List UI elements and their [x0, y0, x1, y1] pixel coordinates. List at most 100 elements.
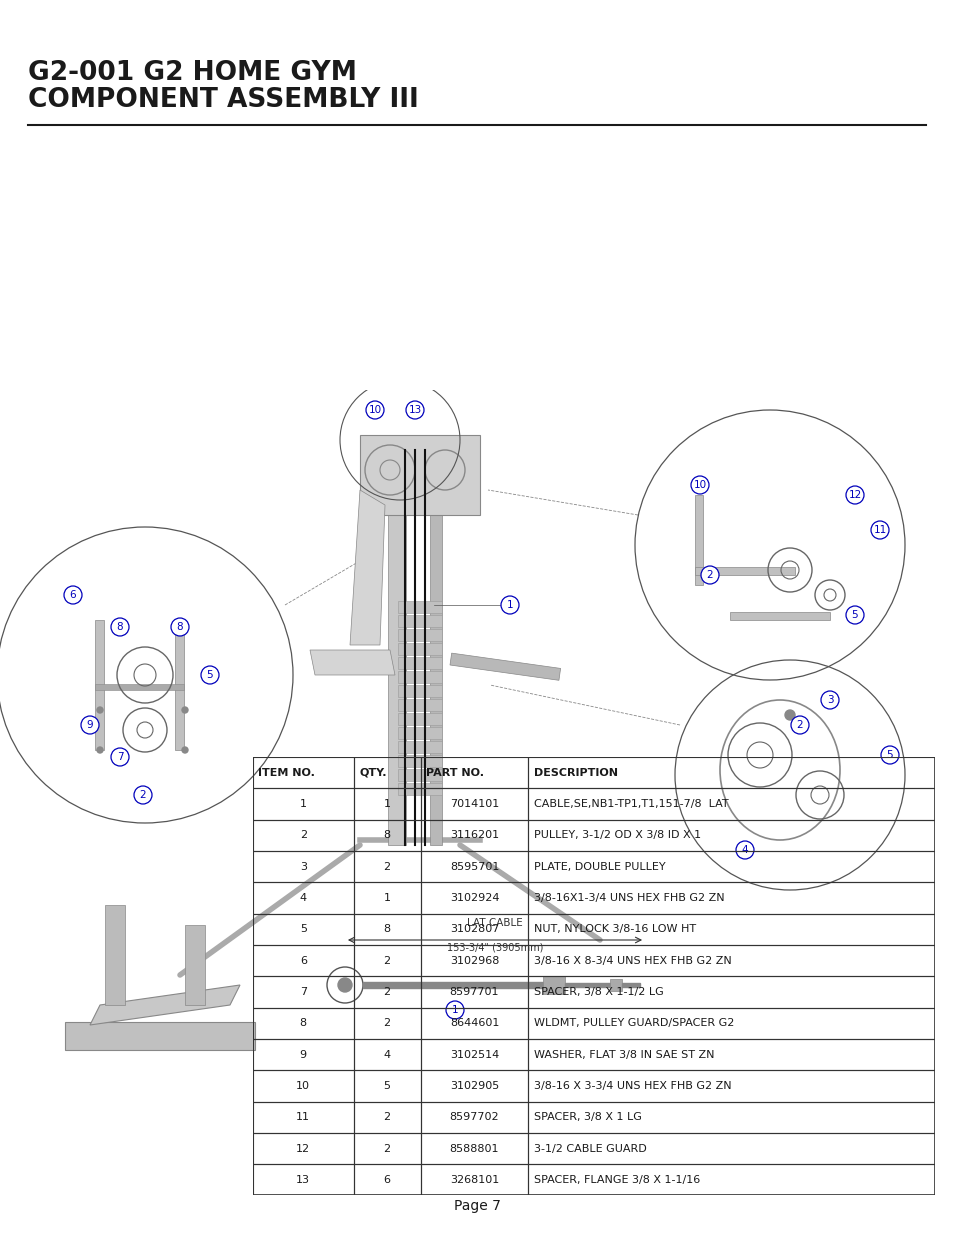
Text: 3: 3	[826, 695, 832, 705]
Text: 6: 6	[299, 956, 307, 966]
Text: 8: 8	[299, 1018, 307, 1029]
Bar	[354, 820, 420, 851]
Text: SPACER, 3/8 X 1 LG: SPACER, 3/8 X 1 LG	[534, 1113, 641, 1123]
Text: 2: 2	[706, 571, 713, 580]
Text: PULLEY, 3-1/2 OD X 3/8 ID X 1: PULLEY, 3-1/2 OD X 3/8 ID X 1	[534, 830, 700, 840]
Bar	[528, 851, 934, 882]
Text: NUT, NYLOCK 3/8-16 LOW HT: NUT, NYLOCK 3/8-16 LOW HT	[534, 924, 696, 935]
Text: 8: 8	[176, 622, 183, 632]
Bar	[450, 653, 560, 680]
Text: 5: 5	[383, 1081, 391, 1091]
Bar	[420, 1008, 528, 1039]
Bar	[430, 454, 441, 845]
Bar	[397, 657, 441, 669]
Text: 1: 1	[383, 799, 391, 809]
Bar	[253, 820, 354, 851]
Text: 5: 5	[851, 610, 858, 620]
Text: 3/8-16 X 3-3/4 UNS HEX FHB G2 ZN: 3/8-16 X 3-3/4 UNS HEX FHB G2 ZN	[534, 1081, 731, 1091]
Bar	[354, 914, 420, 945]
Bar	[397, 629, 441, 641]
Circle shape	[133, 785, 152, 804]
Text: 13: 13	[408, 405, 421, 415]
Bar	[253, 1008, 354, 1039]
Bar	[253, 882, 354, 914]
Circle shape	[735, 841, 753, 860]
Bar	[528, 788, 934, 820]
Bar	[528, 1039, 934, 1071]
Text: 3102807: 3102807	[449, 924, 498, 935]
Text: G2-001 G2 HOME GYM: G2-001 G2 HOME GYM	[28, 61, 356, 86]
Bar	[354, 882, 420, 914]
Bar	[397, 741, 441, 753]
Bar	[528, 914, 934, 945]
Bar	[528, 882, 934, 914]
Text: ITEM NO.: ITEM NO.	[258, 768, 314, 778]
Bar	[420, 1132, 528, 1165]
Text: 10: 10	[296, 1081, 310, 1091]
Bar	[354, 1039, 420, 1071]
Text: 4: 4	[383, 1050, 391, 1060]
Circle shape	[784, 710, 794, 720]
Bar	[253, 757, 354, 788]
Bar	[528, 820, 934, 851]
Text: 8597701: 8597701	[449, 987, 498, 997]
Bar	[354, 757, 420, 788]
Bar	[729, 613, 829, 620]
Bar	[253, 1165, 354, 1195]
Bar	[528, 1071, 934, 1102]
Bar	[65, 1023, 254, 1050]
Circle shape	[201, 666, 219, 684]
Text: 1: 1	[299, 799, 307, 809]
Text: 2: 2	[299, 830, 307, 840]
Text: 3-1/2 CABLE GUARD: 3-1/2 CABLE GUARD	[534, 1144, 646, 1153]
Bar	[420, 1039, 528, 1071]
Bar	[528, 976, 934, 1008]
Bar	[185, 925, 205, 1005]
Text: 5: 5	[207, 671, 213, 680]
Bar	[397, 601, 441, 613]
Text: 1: 1	[451, 1005, 457, 1015]
Bar	[253, 1039, 354, 1071]
Bar	[253, 914, 354, 945]
Bar	[397, 615, 441, 627]
Text: COMPONENT ASSEMBLY III: COMPONENT ASSEMBLY III	[28, 86, 418, 112]
Bar	[695, 495, 702, 585]
Bar	[397, 713, 441, 725]
Text: 3102968: 3102968	[449, 956, 498, 966]
Bar	[354, 945, 420, 976]
Circle shape	[870, 521, 888, 538]
Bar	[564, 983, 609, 987]
Text: 5: 5	[299, 924, 307, 935]
Bar	[528, 1008, 934, 1039]
Text: 2: 2	[383, 862, 391, 872]
Bar	[363, 982, 542, 988]
Text: 2: 2	[383, 1018, 391, 1029]
Text: 2: 2	[383, 987, 391, 997]
Bar	[253, 851, 354, 882]
Bar	[397, 671, 441, 683]
Bar	[354, 1102, 420, 1132]
Bar	[420, 882, 528, 914]
Bar	[420, 1165, 528, 1195]
Bar	[388, 454, 406, 845]
Bar	[354, 1071, 420, 1102]
Text: 4: 4	[740, 845, 747, 855]
Text: 8: 8	[383, 830, 391, 840]
Text: 6: 6	[70, 590, 76, 600]
Text: 8597702: 8597702	[449, 1113, 498, 1123]
Text: LAT CABLE: LAT CABLE	[467, 918, 522, 927]
Text: 3/8-16 X 8-3/4 UNS HEX FHB G2 ZN: 3/8-16 X 8-3/4 UNS HEX FHB G2 ZN	[534, 956, 731, 966]
Bar	[253, 788, 354, 820]
Bar	[542, 976, 564, 994]
Circle shape	[700, 566, 719, 584]
Circle shape	[446, 1002, 463, 1019]
Circle shape	[182, 706, 188, 713]
Bar	[253, 1102, 354, 1132]
Text: 2: 2	[383, 1113, 391, 1123]
Text: CABLE,SE,NB1-TP1,T1,151-7/8  LAT: CABLE,SE,NB1-TP1,T1,151-7/8 LAT	[534, 799, 728, 809]
Text: PART NO.: PART NO.	[426, 768, 483, 778]
Circle shape	[845, 487, 863, 504]
Text: 8588801: 8588801	[449, 1144, 498, 1153]
Bar	[397, 769, 441, 781]
Text: 8644601: 8644601	[449, 1018, 498, 1029]
